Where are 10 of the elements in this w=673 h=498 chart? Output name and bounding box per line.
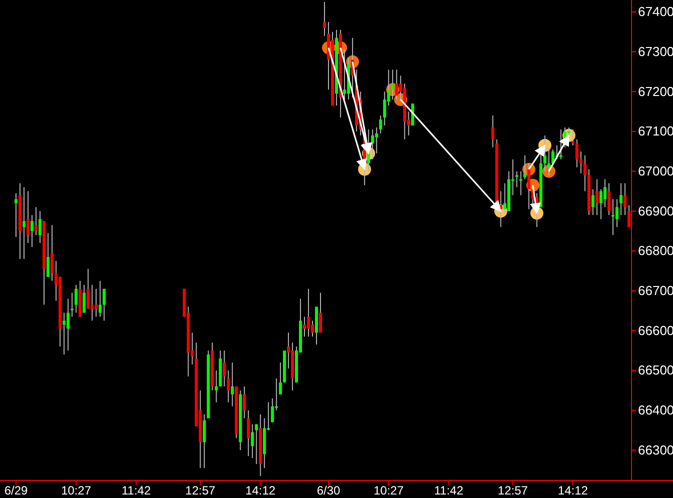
x-tick-label: 12:57	[498, 484, 528, 498]
x-tick-label: 11:42	[434, 484, 464, 498]
x-tick-label: 6/29	[4, 484, 28, 498]
x-tick-label: 12:57	[185, 484, 216, 498]
x-tick-label: 6/30	[316, 484, 341, 498]
x-tick-label: 14:12	[245, 484, 276, 498]
x-tick-label: 10:27	[374, 484, 404, 498]
x-tick-label: 14:12	[558, 484, 588, 498]
x-tick-label: 11:42	[122, 484, 152, 498]
x-tick-label: 10:27	[61, 484, 92, 498]
